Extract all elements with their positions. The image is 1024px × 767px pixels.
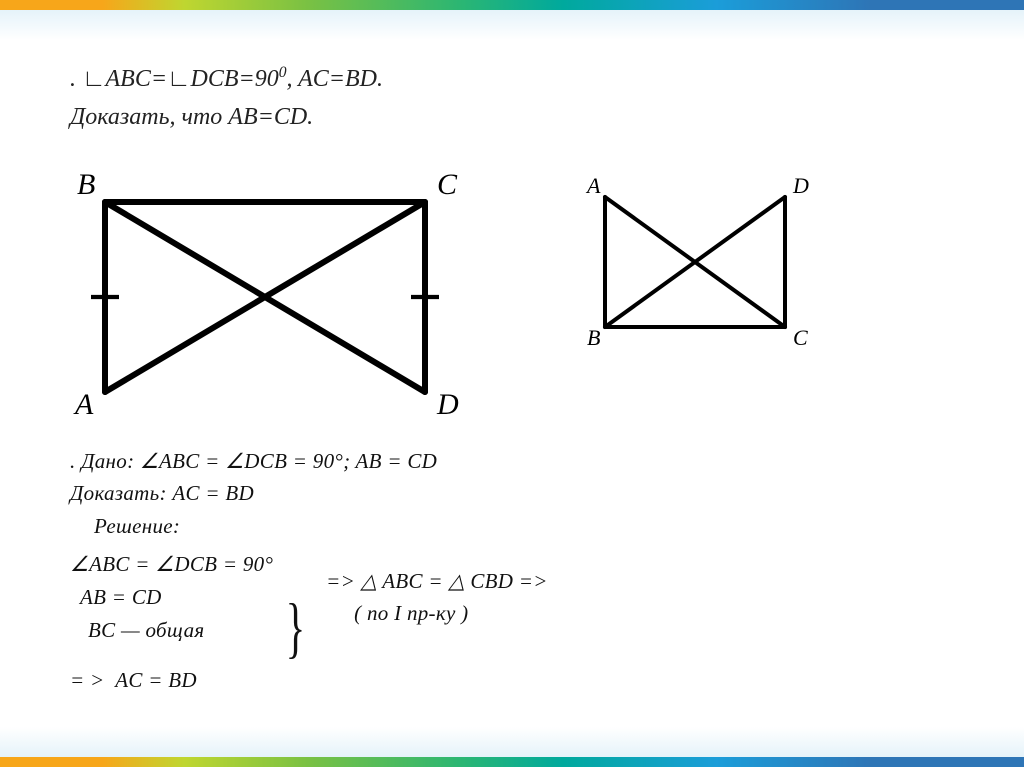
- final-conclusion: = > AC = BD: [70, 664, 984, 697]
- main-figure: A B C D: [70, 167, 460, 427]
- proof-block: ∠ABC = ∠DCB = 90° AB = CD BC — общая } =…: [70, 548, 984, 646]
- step1: ∠ABC = ∠DCB = 90°: [70, 548, 273, 581]
- problem-line1-suffix: , AC=BD.: [287, 66, 383, 92]
- step2: AB = CD: [80, 581, 273, 614]
- svg-text:A: A: [585, 177, 601, 198]
- proof-conclusion: => △ ABC = △ CBD => ( по I пр-ку ): [326, 565, 548, 630]
- problem-line1-prefix: . ∟ABC=∟DCB=90: [70, 66, 279, 92]
- step3: BC — общая: [88, 614, 273, 647]
- svg-text:B: B: [587, 325, 600, 347]
- given-body: ∠ABC = ∠DCB = 90°; AB = CD: [134, 449, 437, 473]
- handwritten-solution: . Дано: ∠ABC = ∠DCB = 90°; AB = CD Доказ…: [70, 445, 984, 697]
- implies2: ( по I пр-ку ): [354, 597, 548, 630]
- problem-statement: . ∟ABC=∟DCB=900, AC=BD. Доказать, что AB…: [70, 60, 984, 137]
- slide-content: . ∟ABC=∟DCB=900, AC=BD. Доказать, что AB…: [70, 60, 984, 697]
- small-figure: A D B C: [580, 177, 810, 352]
- solution-label: Решение:: [94, 510, 984, 543]
- implies1: => △ ABC = △ CBD =>: [326, 565, 548, 598]
- prove-body: AC = BD: [167, 481, 254, 505]
- svg-text:C: C: [793, 325, 808, 347]
- bottom-gradient-bar: [0, 757, 1024, 767]
- prove-label: Доказать:: [70, 481, 167, 505]
- top-gradient-bar: [0, 0, 1024, 10]
- small-figure-svg: A D B C: [580, 177, 810, 347]
- svg-text:B: B: [77, 168, 95, 201]
- proof-premises: ∠ABC = ∠DCB = 90° AB = CD BC — общая: [70, 548, 273, 646]
- problem-line1: . ∟ABC=∟DCB=900, AC=BD.: [70, 60, 984, 98]
- prove-line: Доказать: AC = BD: [70, 477, 984, 510]
- figures-row: A B C D A D B C: [70, 167, 984, 427]
- top-wash: [0, 10, 1024, 40]
- svg-text:A: A: [73, 388, 94, 421]
- bottom-wash: [0, 727, 1024, 757]
- svg-text:D: D: [792, 177, 809, 198]
- given-line: . Дано: ∠ABC = ∠DCB = 90°; AB = CD: [70, 445, 984, 478]
- given-label: . Дано:: [70, 449, 134, 473]
- svg-text:C: C: [437, 168, 458, 201]
- main-figure-svg: A B C D: [70, 167, 460, 427]
- svg-text:D: D: [436, 388, 459, 421]
- problem-line2: Доказать, что AB=CD.: [70, 98, 984, 136]
- problem-line1-exp: 0: [279, 64, 287, 81]
